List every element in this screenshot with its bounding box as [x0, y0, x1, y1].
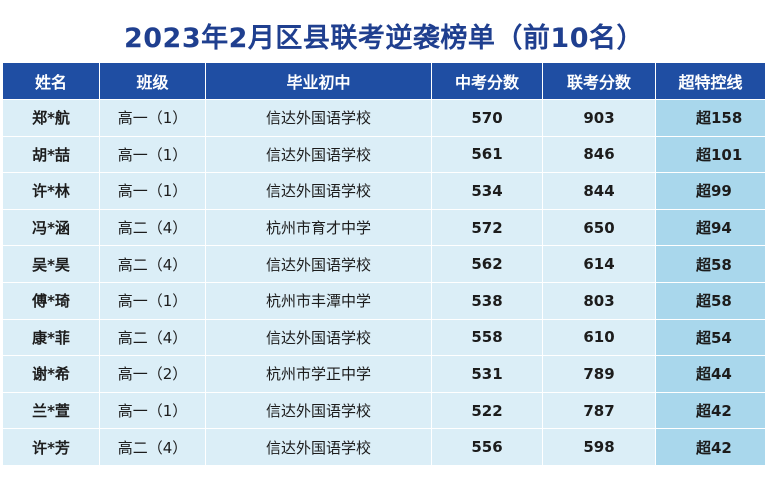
class-cell: 高一（1）	[99, 135, 206, 174]
zhongkao-score: 522	[431, 391, 543, 430]
student-name: 冯*涵	[2, 208, 100, 247]
class-cell: 高一（1）	[99, 99, 206, 137]
column-header-zhongkao: 中考分数	[431, 62, 543, 100]
column-header-school: 毕业初中	[205, 62, 432, 100]
zhongkao-score: 556	[431, 428, 543, 466]
student-name: 傅*琦	[2, 281, 100, 320]
over-line-cell: 超54	[655, 318, 766, 357]
table-row: 许*林 高一（1） 信达外国语学校 534 844 超99	[2, 172, 766, 210]
over-line-cell: 超44	[655, 355, 766, 393]
student-name: 胡*喆	[2, 135, 100, 174]
column-header-name: 姓名	[2, 62, 100, 100]
table-row: 康*菲 高二（4） 信达外国语学校 558 610 超54	[2, 318, 766, 357]
over-line-cell: 超99	[655, 172, 766, 210]
school-cell: 信达外国语学校	[205, 245, 432, 283]
table-row: 许*芳 高二（4） 信达外国语学校 556 598 超42	[2, 428, 766, 466]
liankao-score: 789	[542, 355, 656, 393]
school-cell: 信达外国语学校	[205, 135, 432, 174]
table-row: 傅*琦 高一（1） 杭州市丰潭中学 538 803 超58	[2, 281, 766, 320]
student-name: 谢*希	[2, 355, 100, 393]
liankao-score: 787	[542, 391, 656, 430]
school-cell: 信达外国语学校	[205, 391, 432, 430]
liankao-score: 844	[542, 172, 656, 210]
student-name: 吴*昊	[2, 245, 100, 283]
zhongkao-score: 562	[431, 245, 543, 283]
student-name: 许*芳	[2, 428, 100, 466]
class-cell: 高二（4）	[99, 245, 206, 283]
class-cell: 高二（4）	[99, 318, 206, 357]
school-cell: 信达外国语学校	[205, 99, 432, 137]
liankao-score: 598	[542, 428, 656, 466]
school-cell: 杭州市育才中学	[205, 208, 432, 247]
school-cell: 杭州市丰潭中学	[205, 281, 432, 320]
zhongkao-score: 570	[431, 99, 543, 137]
liankao-score: 803	[542, 281, 656, 320]
liankao-score: 614	[542, 245, 656, 283]
liankao-score: 610	[542, 318, 656, 357]
over-line-cell: 超101	[655, 135, 766, 174]
liankao-score: 846	[542, 135, 656, 174]
class-cell: 高一（1）	[99, 172, 206, 210]
zhongkao-score: 561	[431, 135, 543, 174]
over-line-cell: 超42	[655, 391, 766, 430]
student-name: 康*菲	[2, 318, 100, 357]
table-row: 谢*希 高一（2） 杭州市学正中学 531 789 超44	[2, 355, 766, 393]
class-cell: 高一（1）	[99, 391, 206, 430]
school-cell: 信达外国语学校	[205, 172, 432, 210]
liankao-score: 650	[542, 208, 656, 247]
zhongkao-score: 538	[431, 281, 543, 320]
class-cell: 高一（2）	[99, 355, 206, 393]
over-line-cell: 超42	[655, 428, 766, 466]
school-cell: 信达外国语学校	[205, 428, 432, 466]
zhongkao-score: 531	[431, 355, 543, 393]
table-row: 郑*航 高一（1） 信达外国语学校 570 903 超158	[2, 99, 766, 137]
student-name: 许*林	[2, 172, 100, 210]
zhongkao-score: 534	[431, 172, 543, 210]
over-line-cell: 超58	[655, 281, 766, 320]
school-cell: 信达外国语学校	[205, 318, 432, 357]
student-name: 兰*萱	[2, 391, 100, 430]
student-name: 郑*航	[2, 99, 100, 137]
liankao-score: 903	[542, 99, 656, 137]
school-cell: 杭州市学正中学	[205, 355, 432, 393]
table-row: 冯*涵 高二（4） 杭州市育才中学 572 650 超94	[2, 208, 766, 247]
table-row: 胡*喆 高一（1） 信达外国语学校 561 846 超101	[2, 135, 766, 174]
over-line-cell: 超58	[655, 245, 766, 283]
class-cell: 高二（4）	[99, 428, 206, 466]
column-header-over-line: 超特控线	[655, 62, 766, 100]
column-header-class: 班级	[99, 62, 206, 100]
class-cell: 高一（1）	[99, 281, 206, 320]
zhongkao-score: 572	[431, 208, 543, 247]
ranking-table: 姓名 班级 毕业初中 中考分数 联考分数 超特控线 郑*航 高一（1） 信达外国…	[2, 62, 766, 466]
page-title: 2023年2月区县联考逆袭榜单（前10名）	[123, 23, 644, 54]
table-header-row: 姓名 班级 毕业初中 中考分数 联考分数 超特控线	[2, 62, 766, 100]
class-cell: 高二（4）	[99, 208, 206, 247]
table-row: 吴*昊 高二（4） 信达外国语学校 562 614 超58	[2, 245, 766, 283]
table-row: 兰*萱 高一（1） 信达外国语学校 522 787 超42	[2, 391, 766, 430]
column-header-liankao: 联考分数	[542, 62, 656, 100]
zhongkao-score: 558	[431, 318, 543, 357]
over-line-cell: 超158	[655, 99, 766, 137]
over-line-cell: 超94	[655, 208, 766, 247]
